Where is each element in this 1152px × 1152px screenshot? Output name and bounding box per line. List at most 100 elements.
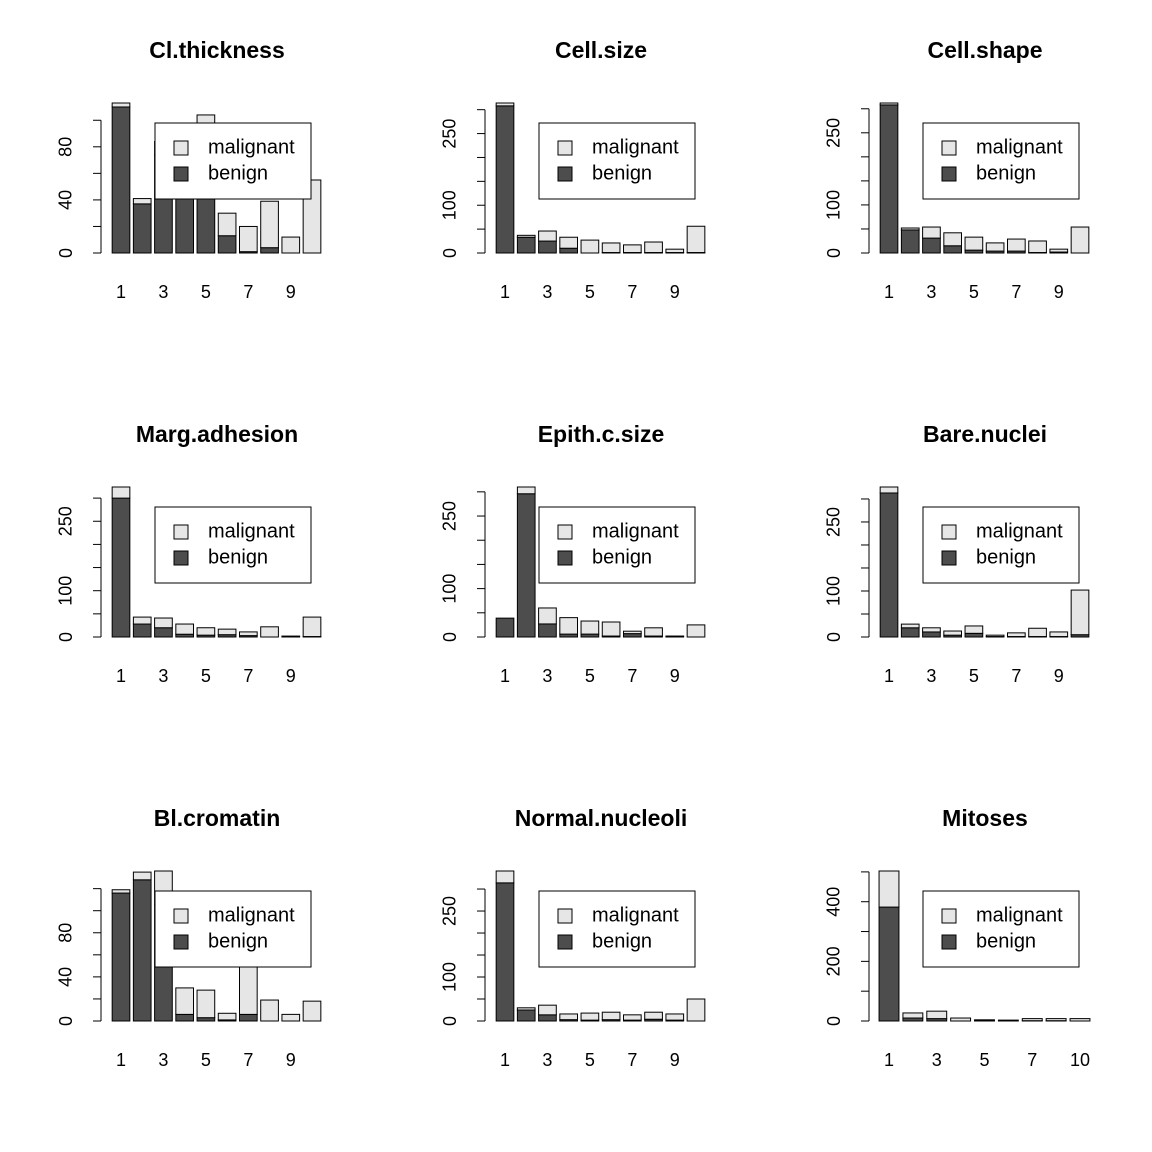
bar bbox=[217, 212, 237, 237]
legend-swatch bbox=[941, 908, 957, 924]
bar bbox=[900, 227, 920, 231]
bar bbox=[217, 1012, 237, 1021]
bar bbox=[879, 102, 899, 106]
x-tick-label: 9 bbox=[286, 282, 296, 302]
x-tick-label: 7 bbox=[243, 666, 253, 686]
x-tick-label: 1 bbox=[116, 666, 126, 686]
legend-label: benign bbox=[208, 930, 268, 952]
bar bbox=[260, 247, 279, 254]
legend-label: malignant bbox=[976, 520, 1063, 542]
chart-title: Cell.shape bbox=[927, 37, 1042, 63]
bar bbox=[997, 1019, 1019, 1022]
x-tick-label: 10 bbox=[1070, 1050, 1090, 1070]
bar bbox=[879, 104, 899, 254]
bar bbox=[902, 1012, 924, 1019]
legend-label: malignant bbox=[592, 520, 679, 542]
x-tick-label: 1 bbox=[500, 666, 510, 686]
x-tick-label: 5 bbox=[969, 282, 979, 302]
panel: Marg.adhesion 0 100 250 1 3 5 7 9 malignant benign bbox=[56, 421, 322, 686]
bar bbox=[538, 230, 557, 242]
y-tick-label: 250 bbox=[56, 506, 76, 536]
y-tick-label: 100 bbox=[440, 962, 460, 992]
y-tick-label: 250 bbox=[440, 119, 460, 149]
bar bbox=[943, 245, 963, 254]
x-tick-label: 9 bbox=[286, 1050, 296, 1070]
x-tick-label: 5 bbox=[585, 666, 595, 686]
x-tick-label: 5 bbox=[201, 282, 211, 302]
x-tick-label: 7 bbox=[1011, 282, 1021, 302]
x-tick-label: 1 bbox=[884, 666, 894, 686]
bar bbox=[943, 630, 963, 636]
y-tick-label: 80 bbox=[56, 137, 76, 157]
bar bbox=[238, 631, 258, 637]
panel: Bare.nuclei 0 100 250 1 3 5 7 9 malignant benign bbox=[824, 421, 1090, 686]
legend-label: benign bbox=[592, 162, 652, 184]
x-tick-label: 7 bbox=[627, 282, 637, 302]
bar bbox=[111, 486, 131, 499]
legend-box bbox=[922, 506, 1080, 584]
bar bbox=[1070, 226, 1090, 254]
x-tick-label: 3 bbox=[158, 282, 168, 302]
x-tick-label: 3 bbox=[542, 1050, 552, 1070]
x-tick-label: 7 bbox=[243, 1050, 253, 1070]
bar bbox=[559, 247, 579, 254]
bar bbox=[879, 492, 899, 638]
bar bbox=[302, 1000, 322, 1022]
bar bbox=[538, 623, 557, 638]
x-tick-label: 5 bbox=[979, 1050, 989, 1070]
bar bbox=[132, 871, 152, 881]
x-tick-label: 9 bbox=[670, 282, 680, 302]
panel: Cell.shape 0 100 250 1 3 5 7 9 malignant benign bbox=[824, 37, 1090, 302]
y-tick-label: 40 bbox=[56, 967, 76, 987]
bar bbox=[238, 1013, 258, 1022]
bar bbox=[538, 607, 557, 625]
y-tick-label: 100 bbox=[440, 574, 460, 604]
bar bbox=[1021, 1018, 1043, 1022]
bar bbox=[1028, 240, 1047, 254]
legend-swatch bbox=[173, 934, 189, 950]
legend-box bbox=[922, 122, 1080, 200]
y-tick-label: 0 bbox=[56, 248, 76, 258]
bar bbox=[281, 236, 301, 254]
y-tick-label: 200 bbox=[824, 946, 844, 976]
legend-swatch bbox=[941, 934, 957, 950]
panel: Bl.cromatin 0 40 80 1 3 5 7 9 malignant benign bbox=[56, 805, 322, 1070]
bar bbox=[665, 248, 685, 254]
bar bbox=[495, 102, 515, 107]
legend-label: benign bbox=[592, 546, 652, 568]
panel: Cl.thickness 0 40 80 1 3 5 7 9 malignant benign bbox=[56, 37, 322, 302]
bar bbox=[878, 870, 900, 908]
legend-label: malignant bbox=[976, 904, 1063, 926]
y-tick-label: 250 bbox=[824, 118, 844, 148]
chart-title: Normal.nucleoli bbox=[515, 805, 688, 831]
bar bbox=[1049, 631, 1069, 638]
bar bbox=[495, 870, 515, 884]
bar bbox=[922, 226, 941, 239]
x-tick-label: 9 bbox=[286, 666, 296, 686]
chart-title: Cl.thickness bbox=[149, 37, 285, 63]
bar bbox=[217, 235, 237, 254]
bar bbox=[686, 225, 706, 254]
bar bbox=[879, 486, 899, 494]
bar bbox=[1028, 627, 1047, 638]
x-tick-label: 5 bbox=[201, 666, 211, 686]
chart-title: Cell.size bbox=[555, 37, 647, 63]
x-tick-label: 1 bbox=[116, 1050, 126, 1070]
bar bbox=[943, 232, 963, 247]
bar bbox=[922, 237, 941, 254]
bar bbox=[665, 1013, 685, 1021]
bar bbox=[260, 626, 279, 638]
y-tick-label: 250 bbox=[824, 507, 844, 537]
chart-title: Marg.adhesion bbox=[136, 421, 298, 447]
y-tick-label: 250 bbox=[440, 896, 460, 926]
legend-swatch bbox=[173, 550, 189, 566]
bar bbox=[175, 623, 195, 635]
legend-swatch bbox=[941, 550, 957, 566]
bar bbox=[132, 623, 152, 638]
bar bbox=[922, 631, 941, 638]
panel: Normal.nucleoli 0 100 250 1 3 5 7 9 malignant beni… bbox=[440, 805, 706, 1070]
bar bbox=[196, 989, 216, 1019]
bar bbox=[281, 1013, 301, 1022]
bar bbox=[196, 627, 216, 636]
